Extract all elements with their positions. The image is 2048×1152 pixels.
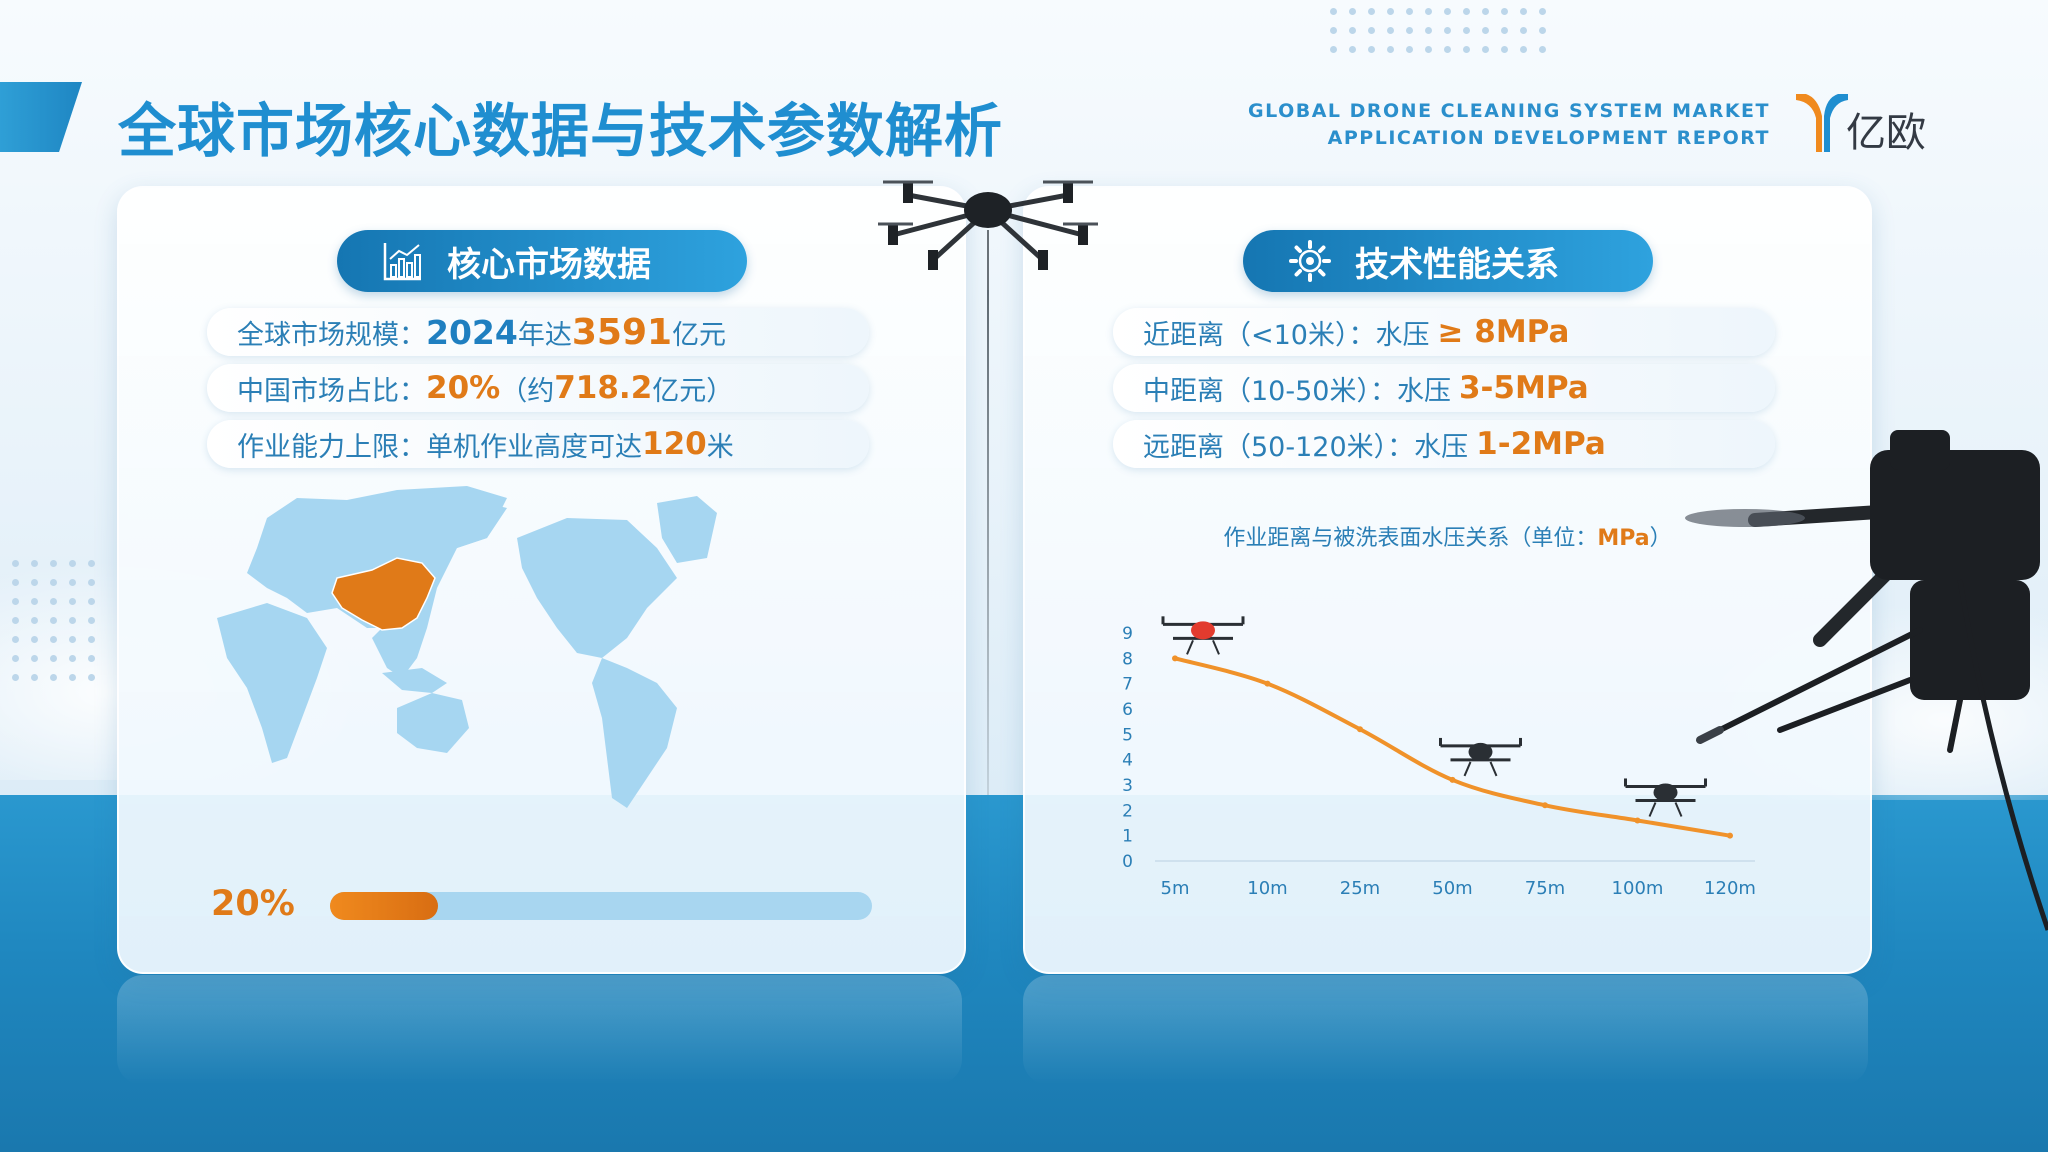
stat-china-share: 中国市场占比： 20% （约 718.2 亿元） [207, 364, 869, 412]
china-share-progress-fill [330, 892, 439, 920]
x-tick-label: 25m [1340, 878, 1380, 899]
market-data-panel: 核心市场数据 全球市场规模： 2024 年达 3591 亿元 中国市场占比： 2… [117, 186, 966, 974]
stat-text: 年达 [517, 319, 572, 351]
stat-value: 20% [426, 370, 501, 406]
map-se-asia [382, 668, 447, 693]
x-tick-label: 120m [1704, 878, 1756, 899]
chart-title-close: ） [1649, 526, 1672, 551]
map-china-highlight [331, 557, 436, 631]
x-tick-label: 75m [1525, 878, 1565, 899]
stat-label: 作业能力上限：单机作业高度可达 [237, 431, 642, 463]
tech-performance-heading: 技术性能关系 [1355, 244, 1559, 285]
market-data-header: 核心市场数据 [337, 230, 747, 292]
spec-value: 3-5MPa [1458, 370, 1589, 406]
y-tick-label: 3 [1122, 776, 1133, 796]
drone-hexacopter-icon [878, 180, 1098, 295]
stat-value: 3591 [571, 311, 673, 353]
title-accent-tab [0, 82, 82, 152]
y-tick-label: 8 [1122, 649, 1133, 669]
bar-chart-icon [383, 243, 421, 281]
y-tick-label: 2 [1122, 801, 1133, 821]
spec-near-distance: 近距离（<10米）：水压 ≥ 8MPa [1113, 308, 1775, 356]
y-tick-label: 6 [1122, 700, 1133, 720]
stat-operating-height: 作业能力上限：单机作业高度可达 120 米 [207, 420, 869, 468]
chart-drone-icon [1161, 616, 1245, 655]
tech-performance-header: 技术性能关系 [1243, 230, 1653, 292]
chart-title-text: 作业距离与被洗表面水压关系（单位： [1223, 526, 1598, 551]
spec-value: ≥ 8MPa [1437, 314, 1570, 350]
page-title: 全球市场核心数据与技术参数解析 [118, 97, 1004, 165]
map-africa [217, 603, 327, 763]
spec-label: 近距离（<10米）：水压 [1143, 319, 1430, 351]
y-tick-label: 5 [1122, 725, 1133, 745]
spec-value: 1-2MPa [1476, 426, 1606, 462]
panel-reflection [117, 975, 962, 1085]
stat-year: 2024 [426, 312, 518, 352]
stat-text: （约 [500, 375, 555, 407]
market-data-heading: 核心市场数据 [447, 244, 651, 285]
large-drone-icon [1685, 430, 2048, 931]
stat-unit: 亿元 [672, 319, 727, 351]
x-tick-label: 5m [1161, 878, 1190, 899]
stat-label: 中国市场占比： [237, 375, 426, 407]
y-tick-label: 0 [1122, 852, 1133, 872]
chart-data-point [1542, 802, 1548, 809]
x-tick-label: 100m [1612, 878, 1664, 899]
stat-unit: 亿元） [652, 375, 734, 407]
pressure-distance-chart: 0 1 2 3 4 5 6 7 8 9 5m 10m 25m 50m 75m 100m 120m [1122, 616, 1756, 899]
tech-performance-panel: 技术性能关系 近距离（<10米）：水压 ≥ 8MPa 中距离（10-50米）：水… [1023, 186, 1872, 974]
gear-icon [1289, 240, 1331, 282]
china-share-label: 20% [211, 884, 295, 924]
x-tick-label: 10m [1247, 878, 1287, 899]
chart-data-point [1449, 776, 1456, 783]
report-subtitle-line1: GLOBAL DRONE CLEANING SYSTEM MARKET [1248, 100, 1770, 122]
drone-tether-line [987, 290, 989, 795]
x-tick-label: 50m [1432, 878, 1472, 899]
spec-label: 中距离（10-50米）：水压 [1143, 375, 1451, 407]
spec-label: 远距离（50-120米）：水压 [1143, 431, 1469, 463]
chart-title-unit: MPa [1597, 526, 1650, 551]
report-subtitle-line2: APPLICATION DEVELOPMENT REPORT [1327, 127, 1770, 149]
logo-mark-icon [1796, 94, 1848, 152]
y-tick-label: 9 [1122, 624, 1133, 644]
y-tick-label: 1 [1122, 827, 1133, 847]
map-north-america [517, 518, 677, 658]
chart-title: 作业距离与被洗表面水压关系（单位：MPa） [1025, 520, 1870, 552]
chart-data-point [1634, 817, 1641, 824]
logo-text: 亿欧 [1846, 110, 1926, 156]
stat-global-market-size: 全球市场规模： 2024 年达 3591 亿元 [207, 308, 869, 356]
stat-unit: 米 [706, 431, 734, 463]
chart-drone-icon [1439, 737, 1522, 777]
stat-label: 全球市场规模： [237, 319, 426, 351]
world-map [217, 486, 717, 808]
spec-mid-distance: 中距离（10-50米）：水压 3-5MPa [1113, 364, 1775, 412]
map-south-america [592, 658, 677, 808]
china-share-progress-track [330, 892, 872, 920]
y-tick-label: 4 [1122, 751, 1133, 771]
stat-value: 120 [642, 426, 707, 462]
chart-data-point [1172, 655, 1178, 662]
map-greenland [657, 496, 717, 563]
decorative-dots [12, 560, 95, 681]
stat-value-secondary: 718.2 [554, 370, 653, 406]
report-subtitle: GLOBAL DRONE CLEANING SYSTEM MARKET APPL… [1248, 98, 1770, 152]
y-tick-label: 7 [1122, 675, 1133, 695]
map-asia-east [372, 486, 507, 678]
chart-data-point [1357, 726, 1363, 733]
logo: 亿欧 [1796, 92, 1936, 156]
spec-far-distance: 远距离（50-120米）：水压 1-2MPa [1113, 420, 1775, 468]
panel-reflection [1023, 975, 1868, 1085]
chart-data-point [1727, 832, 1733, 839]
map-australia [397, 693, 469, 753]
chart-data-point [1264, 680, 1271, 687]
chart-drone-icon [1624, 778, 1707, 817]
decorative-dots [1330, 8, 1546, 53]
